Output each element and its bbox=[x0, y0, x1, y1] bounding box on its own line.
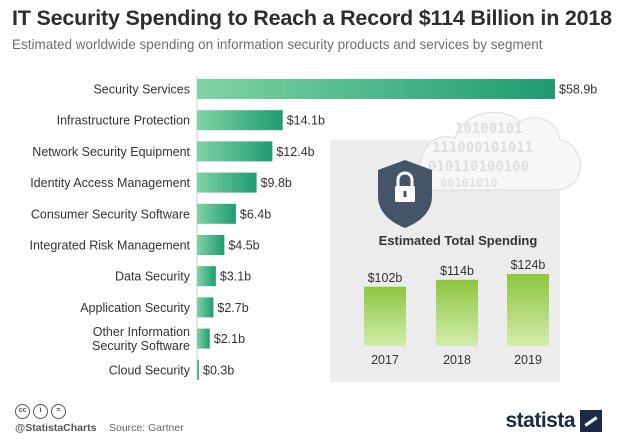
segment-bar bbox=[197, 328, 210, 349]
value-label: $3.1b bbox=[220, 270, 251, 284]
value-label: $6.4b bbox=[240, 207, 271, 221]
segment-bar bbox=[197, 235, 225, 255]
category-label: Security Services bbox=[93, 83, 190, 97]
statista-logo[interactable]: statista bbox=[505, 409, 602, 433]
statista-mark-icon bbox=[580, 410, 602, 432]
value-label: $9.8b bbox=[261, 176, 292, 190]
segment-bar bbox=[197, 297, 214, 318]
segment-bar bbox=[197, 359, 199, 380]
svg-text:10100101: 10100101 bbox=[455, 121, 522, 137]
year-label: 2019 bbox=[514, 353, 542, 367]
inset-title: Estimated Total Spending bbox=[379, 233, 538, 248]
by-icon: i bbox=[33, 404, 48, 419]
category-label: Data Security bbox=[115, 270, 191, 284]
value-label: $0.3b bbox=[203, 363, 234, 377]
category-label: Network Security Equipment bbox=[32, 145, 190, 159]
value-label: $12.4b bbox=[276, 145, 314, 159]
value-label: $58.9b bbox=[559, 83, 597, 97]
source-note: Source: Gartner bbox=[109, 422, 184, 434]
chart-title: IT Security Spending to Reach a Record $… bbox=[12, 6, 612, 30]
segment-bar bbox=[197, 110, 283, 131]
total-spending-panel: 10100101 111000101011 010110100100 00101… bbox=[330, 111, 581, 382]
segment-bar bbox=[197, 172, 257, 193]
category-label: Cloud Security bbox=[109, 363, 191, 377]
year-label: 2017 bbox=[371, 353, 399, 367]
year-bar bbox=[436, 279, 478, 346]
year-value-label: $102b bbox=[368, 271, 403, 285]
category-label: Application Security bbox=[80, 301, 191, 315]
value-label: $4.5b bbox=[228, 239, 259, 253]
cloud-graphic: 10100101 111000101011 010110100100 00101… bbox=[419, 111, 581, 191]
value-label: $2.1b bbox=[214, 332, 245, 346]
category-label: Infrastructure Protection bbox=[57, 114, 190, 128]
category-label: Consumer Security Software bbox=[31, 207, 190, 221]
value-label: $2.7b bbox=[217, 301, 248, 315]
footer: cc i = @StatistaCharts Source: Gartner s… bbox=[12, 401, 612, 437]
category-label: Identity Access Management bbox=[30, 176, 190, 190]
social-handle[interactable]: @StatistaCharts bbox=[15, 422, 97, 434]
year-bar bbox=[507, 274, 549, 346]
cc-icon: cc bbox=[15, 404, 30, 419]
license-icons: cc i = bbox=[15, 404, 66, 419]
brand-name: statista bbox=[505, 409, 575, 432]
year-value-label: $124b bbox=[511, 258, 546, 272]
year-value-label: $114b bbox=[440, 264, 474, 278]
year-bar bbox=[364, 286, 406, 346]
segment-bar bbox=[197, 266, 216, 287]
segment-bar bbox=[197, 141, 273, 162]
nd-icon: = bbox=[51, 404, 66, 419]
year-label: 2018 bbox=[443, 353, 471, 367]
svg-text:010110100100: 010110100100 bbox=[428, 159, 529, 175]
segment-bar bbox=[197, 79, 555, 99]
segment-bar bbox=[197, 203, 236, 224]
category-label: Other Information Security Software bbox=[92, 325, 190, 353]
chart-area: 10100101 111000101011 010110100100 00101… bbox=[29, 76, 597, 382]
value-label: $14.1b bbox=[287, 114, 325, 128]
svg-text:111000101011: 111000101011 bbox=[432, 140, 533, 156]
chart-subtitle: Estimated worldwide spending on informat… bbox=[12, 37, 543, 52]
category-label: Integrated Risk Management bbox=[29, 239, 190, 253]
svg-text:00101010: 00101010 bbox=[440, 176, 498, 190]
shield-lock-icon bbox=[378, 160, 432, 228]
